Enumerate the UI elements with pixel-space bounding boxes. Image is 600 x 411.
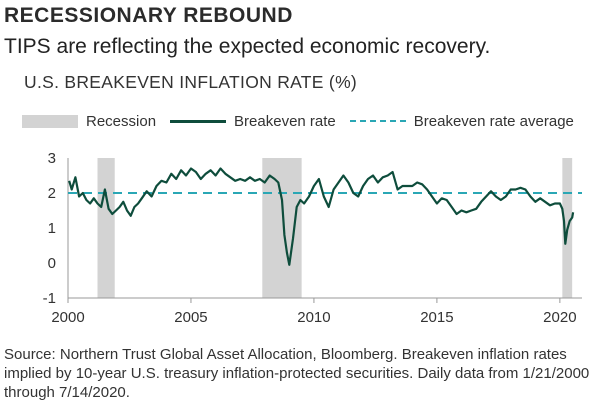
y-tick-label: 2 [48,185,56,202]
legend-label-breakeven: Breakeven rate [234,112,336,130]
x-tick-label: 2020 [543,309,576,326]
chart-title: U.S. BREAKEVEN INFLATION RATE (%) [24,72,358,92]
x-tick-label: 2000 [51,309,84,326]
y-tick-label: 0 [48,255,56,272]
chart-legend: Recession Breakeven rate Breakeven rate … [22,110,588,132]
legend-swatch-recession [22,114,78,128]
legend-label-average: Breakeven rate average [413,112,574,130]
legend-item-recession: Recession [22,113,156,130]
legend-swatch-breakeven [170,119,227,123]
legend-label-recession: Recession [86,112,157,130]
subheading: TIPS are reflecting the expected economi… [4,35,491,58]
legend-item-breakeven: Breakeven rate [170,113,336,130]
heading: RECESSIONARY REBOUND [4,4,293,27]
series-line-breakeven-rate [68,167,575,266]
x-tick-label: 2015 [420,309,453,326]
x-tick-label: 2010 [297,309,330,326]
recession-band-1 [97,158,115,298]
y-tick-label: 3 [48,150,56,167]
source-footnote: Source: Northern Trust Global Asset Allo… [4,346,590,401]
legend-swatch-average [349,120,406,122]
y-tick-label: 1 [48,220,56,237]
y-tick-label: -1 [43,290,56,307]
legend-item-average: Breakeven rate average [349,112,574,130]
x-tick-label: 2005 [174,309,207,326]
